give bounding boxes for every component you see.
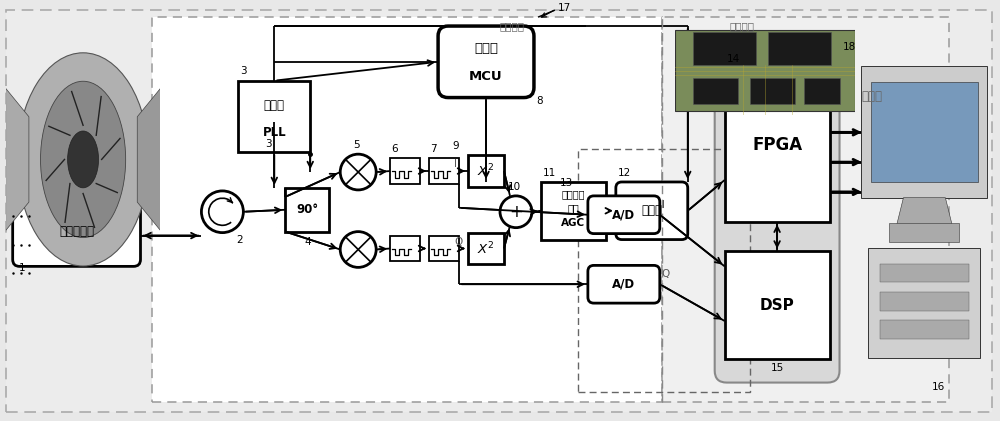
FancyBboxPatch shape <box>438 26 534 98</box>
Text: 5: 5 <box>353 140 360 150</box>
Text: AGC: AGC <box>561 218 585 229</box>
Text: Q: Q <box>454 237 462 247</box>
Text: 17: 17 <box>558 3 571 13</box>
Text: $X^2$: $X^2$ <box>477 240 495 257</box>
Text: MCU: MCU <box>469 69 503 83</box>
FancyBboxPatch shape <box>662 17 949 402</box>
Circle shape <box>340 232 376 267</box>
Circle shape <box>340 154 376 190</box>
FancyBboxPatch shape <box>238 81 310 152</box>
Text: 比较器: 比较器 <box>641 204 662 217</box>
FancyBboxPatch shape <box>429 158 459 184</box>
FancyBboxPatch shape <box>390 158 420 184</box>
Text: 7: 7 <box>430 144 437 154</box>
FancyBboxPatch shape <box>13 205 140 266</box>
Text: 90°: 90° <box>296 203 318 216</box>
Text: 驱动模块: 驱动模块 <box>500 21 525 31</box>
Circle shape <box>201 191 243 233</box>
Text: 3: 3 <box>265 139 272 149</box>
FancyBboxPatch shape <box>725 68 830 222</box>
Text: I: I <box>662 200 665 210</box>
Text: 采集模块: 采集模块 <box>730 21 755 31</box>
Text: A/D: A/D <box>612 208 635 221</box>
Text: 自动增益: 自动增益 <box>562 189 585 200</box>
FancyBboxPatch shape <box>6 10 992 412</box>
Text: A/D: A/D <box>612 278 635 291</box>
Text: 4: 4 <box>304 237 311 247</box>
FancyBboxPatch shape <box>285 188 329 232</box>
FancyBboxPatch shape <box>468 233 504 264</box>
Text: 14: 14 <box>727 54 740 64</box>
Text: 锁相环: 锁相环 <box>264 99 285 112</box>
Text: 18: 18 <box>843 42 856 52</box>
Text: FPGA: FPGA <box>752 136 802 154</box>
Text: $X^2$: $X^2$ <box>477 163 495 179</box>
FancyBboxPatch shape <box>588 196 660 234</box>
FancyBboxPatch shape <box>468 155 504 187</box>
Text: 12: 12 <box>618 168 631 178</box>
Text: Q: Q <box>662 269 670 279</box>
Text: 6: 6 <box>391 144 398 154</box>
FancyBboxPatch shape <box>541 182 606 240</box>
Text: 13: 13 <box>560 178 573 188</box>
Text: DSP: DSP <box>760 298 794 313</box>
Text: PLL: PLL <box>263 125 286 139</box>
Text: +: + <box>509 203 523 221</box>
FancyBboxPatch shape <box>390 236 420 261</box>
Text: 控制: 控制 <box>568 203 579 213</box>
Text: 11: 11 <box>543 168 556 178</box>
Text: 2: 2 <box>236 234 243 245</box>
FancyBboxPatch shape <box>616 182 688 240</box>
Text: I: I <box>454 159 457 169</box>
FancyBboxPatch shape <box>725 251 830 359</box>
FancyBboxPatch shape <box>715 47 840 383</box>
Text: 9: 9 <box>452 141 459 151</box>
Text: 3: 3 <box>240 66 247 76</box>
Text: 16: 16 <box>931 383 945 392</box>
Text: 上位机: 上位机 <box>861 90 882 103</box>
Text: 8: 8 <box>536 96 543 106</box>
FancyBboxPatch shape <box>152 17 662 402</box>
Text: 单片机: 单片机 <box>474 43 498 56</box>
Text: 微波传感器: 微波传感器 <box>59 225 94 238</box>
FancyBboxPatch shape <box>429 236 459 261</box>
Text: 1: 1 <box>19 263 25 273</box>
FancyBboxPatch shape <box>588 265 660 303</box>
Text: 10: 10 <box>508 182 521 192</box>
Text: 15: 15 <box>770 362 784 373</box>
Circle shape <box>500 196 532 228</box>
